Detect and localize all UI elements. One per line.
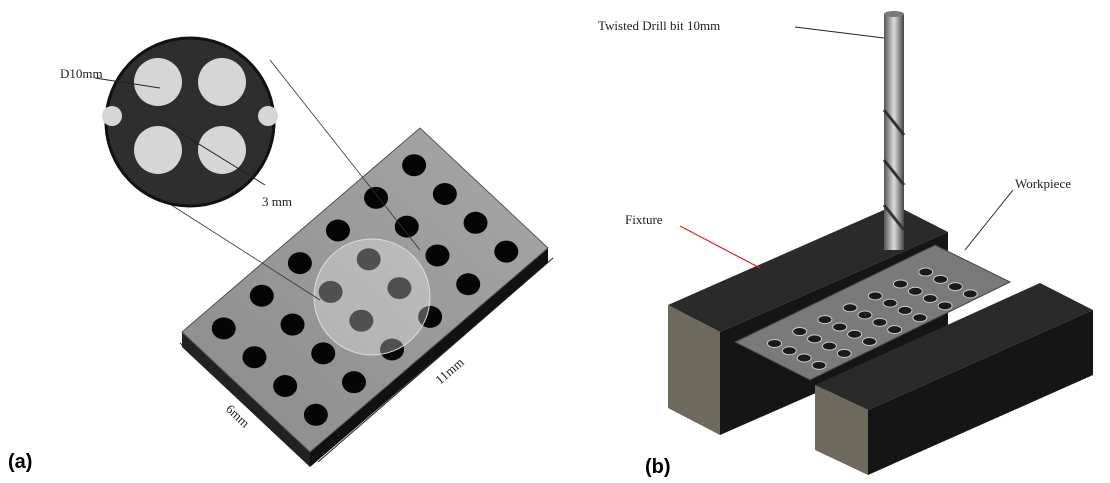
hole	[898, 306, 912, 314]
hole	[934, 275, 948, 283]
hole	[242, 346, 266, 368]
panel-label: (b)	[645, 456, 671, 478]
panel-a: D10mm 3 mm 11mm 6mm (a)	[8, 38, 553, 473]
hole	[402, 154, 426, 176]
hole	[919, 268, 933, 276]
magnifier	[106, 38, 274, 206]
annotation: D10mm	[60, 66, 103, 81]
pointer	[680, 226, 760, 268]
hole	[883, 299, 897, 307]
hole	[304, 404, 328, 426]
hole	[288, 252, 312, 274]
annotation: 3 mm	[262, 194, 292, 209]
hole	[808, 335, 822, 343]
hole	[793, 328, 807, 336]
zoom-region	[314, 239, 430, 355]
drill-top	[884, 11, 904, 17]
hole	[212, 317, 236, 339]
annotation: Fixture	[625, 212, 663, 227]
hole	[812, 361, 826, 369]
hole	[888, 326, 902, 334]
hole	[464, 212, 488, 234]
hole	[837, 349, 851, 357]
hole	[818, 316, 832, 324]
hole	[797, 354, 811, 362]
figure: D10mm 3 mm 11mm 6mm (a) Twisted Drill bi…	[0, 0, 1110, 483]
hole	[395, 216, 419, 238]
hole	[273, 375, 297, 397]
annotation: 11mm	[432, 354, 467, 387]
hole	[311, 342, 335, 364]
hole	[822, 342, 836, 350]
annotation: Twisted Drill bit 10mm	[598, 18, 720, 33]
pointer	[965, 190, 1013, 250]
hole	[862, 338, 876, 346]
hole	[923, 295, 937, 303]
hole	[848, 330, 862, 338]
hole	[868, 292, 882, 300]
hole	[250, 285, 274, 307]
hole	[258, 106, 278, 126]
hole	[913, 314, 927, 322]
hole	[326, 219, 350, 241]
hole	[134, 126, 182, 174]
hole	[768, 339, 782, 347]
hole	[782, 347, 796, 355]
hole	[908, 287, 922, 295]
hole	[102, 106, 122, 126]
hole	[873, 318, 887, 326]
hole	[843, 304, 857, 312]
hole	[894, 280, 908, 288]
hole	[198, 126, 246, 174]
hole	[425, 244, 449, 266]
panel-b: Twisted Drill bit 10mm Workpiece Fixture…	[598, 11, 1093, 478]
panel-label: (a)	[8, 451, 32, 473]
hole	[938, 302, 952, 310]
annotation: Workpiece	[1015, 176, 1071, 191]
hole	[342, 371, 366, 393]
hole	[494, 241, 518, 263]
hole	[948, 283, 962, 291]
hole	[963, 290, 977, 298]
hole	[433, 183, 457, 205]
hole	[833, 323, 847, 331]
hole	[134, 58, 182, 106]
hole	[198, 58, 246, 106]
pointer	[795, 27, 884, 38]
hole	[456, 273, 480, 295]
hole	[858, 311, 872, 319]
hole	[281, 314, 305, 336]
